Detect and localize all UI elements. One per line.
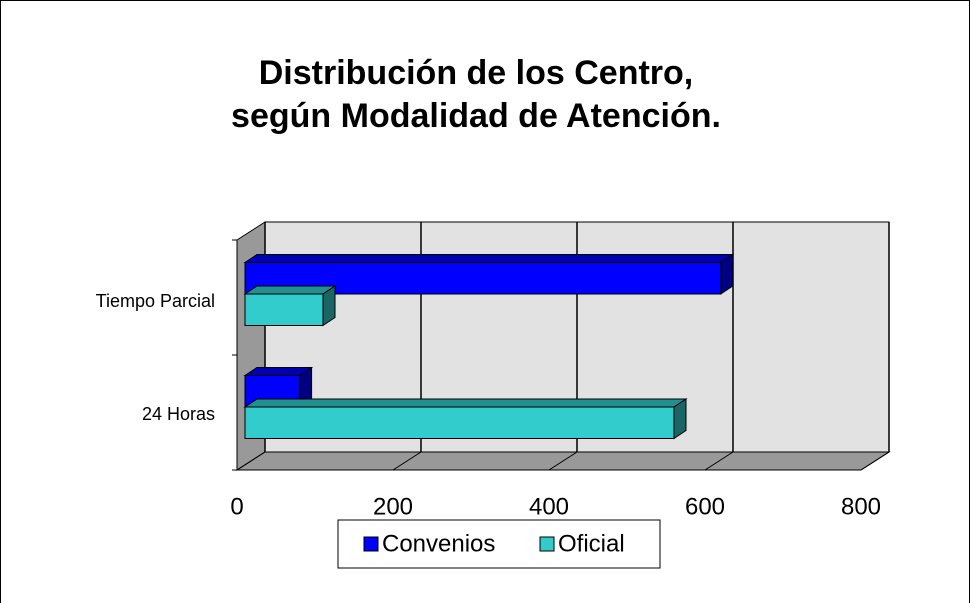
- legend-box: [337, 519, 661, 569]
- grid-line: [392, 451, 422, 471]
- y-tick-label: Tiempo Parcial: [96, 291, 215, 311]
- grid-line: [860, 451, 890, 471]
- grid-line: [704, 451, 734, 471]
- bar-top: [243, 398, 688, 408]
- x-tick-label: 200: [373, 493, 413, 520]
- chart-title: Distribución de los Centro,: [259, 54, 693, 92]
- legend-swatch: [539, 536, 555, 552]
- x-tick-label: 800: [841, 493, 881, 520]
- bar: [244, 406, 675, 439]
- bar-top: [243, 254, 735, 263]
- bar-top: [243, 285, 337, 295]
- bar: [244, 293, 324, 326]
- legend-label: Convenios: [382, 530, 495, 557]
- chart-title: según Modalidad de Atención.: [231, 97, 721, 135]
- grid-line: [236, 451, 266, 471]
- x-tick-label: 400: [529, 493, 569, 520]
- x-tick-label: 600: [685, 493, 725, 520]
- x-tick-label: 0: [230, 493, 243, 520]
- y-tick-label: 24 Horas: [142, 404, 215, 424]
- legend-swatch: [363, 536, 379, 552]
- grid-line: [548, 451, 578, 471]
- legend-label: Oficial: [558, 530, 625, 557]
